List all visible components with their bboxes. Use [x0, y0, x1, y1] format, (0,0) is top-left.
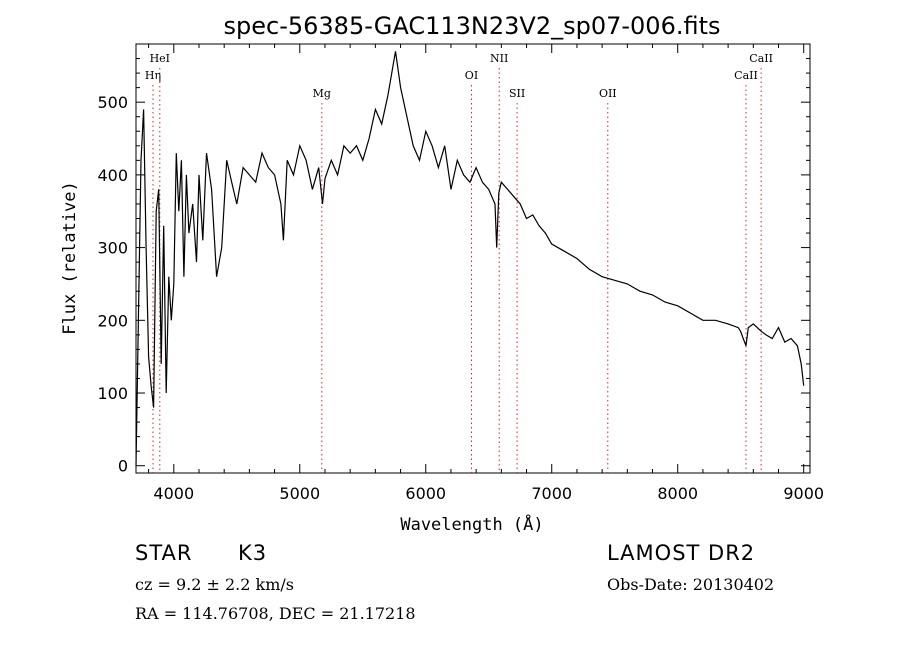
y-tick-label: 100	[97, 384, 128, 403]
line-label-sii: SII	[509, 87, 525, 100]
line-label-oi: OI	[465, 69, 478, 82]
y-axis-label: Flux (relative)	[60, 181, 80, 335]
plot-frame	[135, 43, 811, 474]
object-type: STAR	[135, 541, 193, 565]
y-tick-label: 200	[97, 311, 128, 330]
line-label-mg: Mg	[313, 87, 331, 100]
x-tick-label: 8000	[657, 484, 698, 503]
y-tick-label: 500	[97, 93, 128, 112]
line-label-hη: Hη	[145, 69, 161, 82]
coordinates: RA = 114.76708, DEC = 21.17218	[135, 604, 416, 623]
subclass: K3	[238, 541, 268, 565]
line-label-nii: NII	[490, 52, 508, 65]
line-label-oii: OII	[599, 87, 617, 100]
x-tick-label: 7000	[531, 484, 572, 503]
y-tick-label: 0	[118, 457, 128, 476]
line-label-caii: CaII	[749, 52, 773, 65]
survey-name: LAMOST DR2	[607, 541, 756, 565]
line-label-caii: CaII	[734, 69, 758, 82]
y-tick-label: 400	[97, 166, 128, 185]
line-label-hei: HeI	[150, 52, 170, 65]
x-tick-label: 6000	[405, 484, 446, 503]
x-tick-label: 9000	[783, 484, 824, 503]
chart-title: spec-56385-GAC113N23V2_sp07-006.fits	[224, 12, 721, 40]
y-tick-label: 300	[97, 239, 128, 258]
emission-line-markers: HeI Hη Mg OI NII SII OII CaII CaII	[145, 52, 773, 473]
x-tick-label: 4000	[153, 484, 194, 503]
axis-ticks: 4000 5000 6000 7000 8000 9000 0 100 200 300 400 500	[97, 44, 824, 503]
observation-date: Obs-Date: 20130402	[607, 575, 775, 594]
redshift-velocity: cz = 9.2 ± 2.2 km/s	[135, 575, 294, 594]
x-axis-label: Wavelength (Å)	[400, 513, 543, 535]
spectrum-line	[135, 51, 805, 466]
x-tick-label: 5000	[279, 484, 320, 503]
